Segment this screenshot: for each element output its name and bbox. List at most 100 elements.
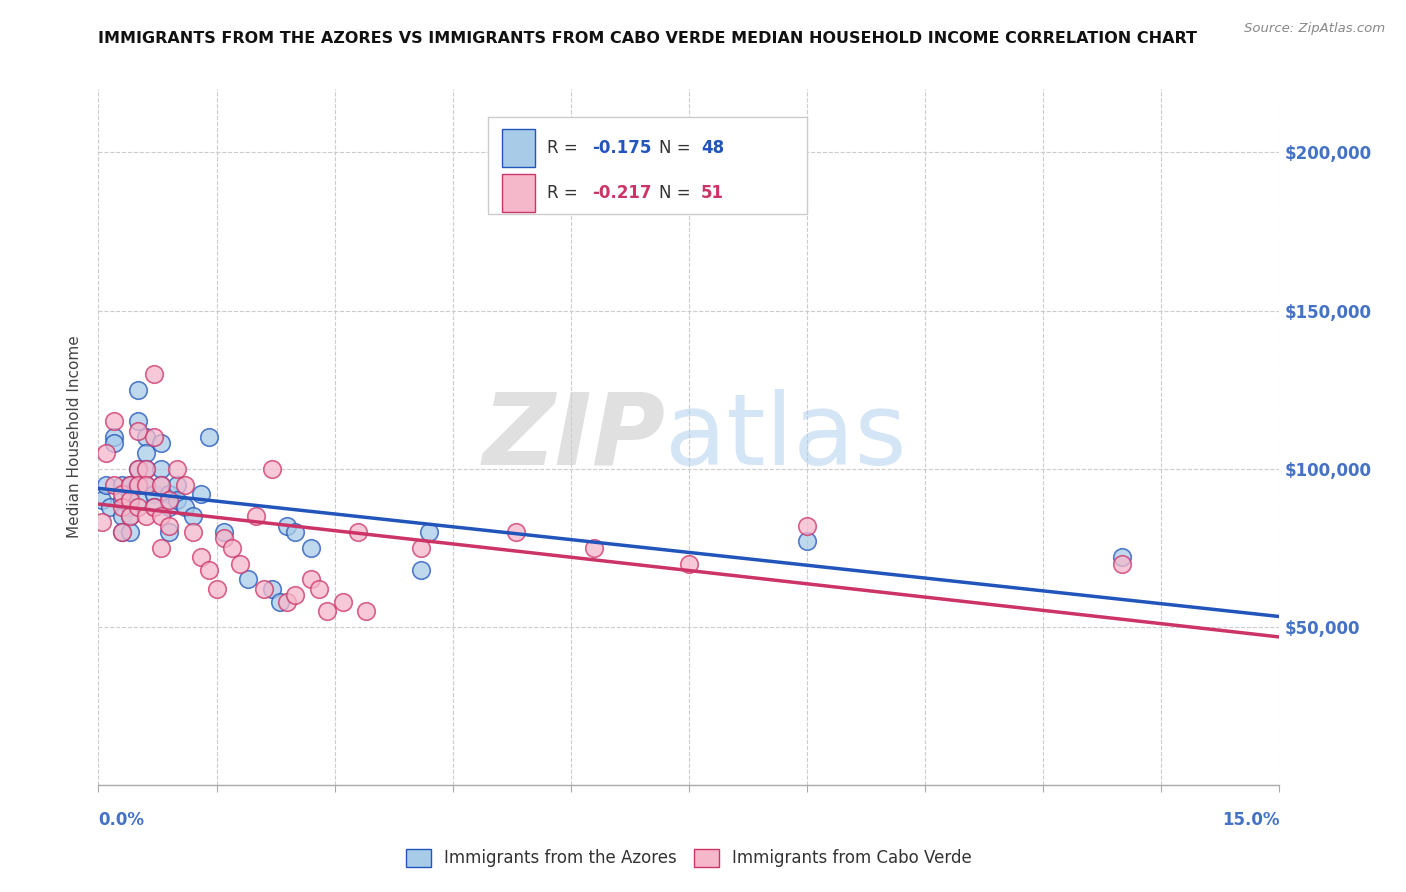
FancyBboxPatch shape	[502, 129, 536, 168]
Point	[1111, 557, 1133, 571]
Text: Source: ZipAtlas.com: Source: ZipAtlas.com	[1244, 22, 1385, 36]
Point	[205, 582, 228, 596]
Point	[118, 477, 141, 491]
Point	[197, 563, 219, 577]
Point	[103, 414, 125, 428]
Point	[150, 461, 173, 475]
Text: 15.0%: 15.0%	[1222, 811, 1279, 829]
Point	[276, 518, 298, 533]
Point	[236, 573, 259, 587]
Point	[127, 461, 149, 475]
Point	[118, 477, 141, 491]
Point	[150, 477, 173, 491]
Point	[796, 534, 818, 549]
Point	[111, 524, 134, 539]
Point	[166, 461, 188, 475]
Point	[276, 594, 298, 608]
Point	[411, 563, 433, 577]
Point	[111, 477, 134, 491]
Point	[150, 477, 173, 491]
Point	[135, 477, 157, 491]
Point	[583, 541, 606, 555]
Y-axis label: Median Household Income: Median Household Income	[67, 335, 83, 539]
Point	[142, 500, 165, 514]
Text: -0.217: -0.217	[592, 184, 651, 202]
Point	[118, 509, 141, 524]
Point	[127, 477, 149, 491]
Text: IMMIGRANTS FROM THE AZORES VS IMMIGRANTS FROM CABO VERDE MEDIAN HOUSEHOLD INCOME: IMMIGRANTS FROM THE AZORES VS IMMIGRANTS…	[98, 31, 1198, 46]
Point	[118, 487, 141, 501]
Point	[245, 509, 267, 524]
Text: atlas: atlas	[665, 389, 907, 485]
Point	[157, 524, 180, 539]
Point	[103, 430, 125, 444]
Point	[135, 509, 157, 524]
Point	[96, 477, 118, 491]
Point	[127, 383, 149, 397]
Point	[111, 500, 134, 514]
Text: 48: 48	[700, 139, 724, 157]
FancyBboxPatch shape	[488, 117, 807, 214]
Point	[269, 594, 291, 608]
Point	[174, 477, 197, 491]
Point	[284, 588, 307, 602]
Point	[299, 573, 322, 587]
Point	[181, 524, 204, 539]
Point	[135, 461, 157, 475]
Point	[260, 582, 283, 596]
Point	[796, 518, 818, 533]
Point	[1111, 550, 1133, 565]
Point	[103, 436, 125, 450]
Point	[127, 493, 149, 508]
Text: R =: R =	[547, 139, 583, 157]
Text: R =: R =	[547, 184, 583, 202]
Point	[157, 518, 180, 533]
Point	[354, 604, 377, 618]
Point	[127, 424, 149, 438]
Text: 0.0%: 0.0%	[98, 811, 145, 829]
Point	[127, 477, 149, 491]
Text: 51: 51	[700, 184, 724, 202]
Point	[127, 461, 149, 475]
Point	[299, 541, 322, 555]
Point	[127, 500, 149, 514]
Point	[332, 594, 354, 608]
Point	[118, 493, 141, 508]
Point	[157, 487, 180, 501]
Point	[284, 524, 307, 539]
Point	[181, 509, 204, 524]
Text: N =: N =	[659, 184, 696, 202]
Point	[505, 524, 527, 539]
Point	[174, 500, 197, 514]
Point	[308, 582, 330, 596]
Point	[190, 487, 212, 501]
Point	[111, 487, 134, 501]
Point	[142, 500, 165, 514]
Point	[135, 446, 157, 460]
Point	[142, 367, 165, 381]
Point	[214, 524, 236, 539]
Point	[111, 509, 134, 524]
Point	[260, 461, 283, 475]
Text: ZIP: ZIP	[482, 389, 665, 485]
Point	[411, 541, 433, 555]
Point	[347, 524, 370, 539]
Point	[142, 430, 165, 444]
Point	[229, 557, 252, 571]
Point	[214, 531, 236, 545]
Point	[135, 461, 157, 475]
Point	[142, 487, 165, 501]
Point	[118, 524, 141, 539]
Point	[150, 509, 173, 524]
Point	[166, 493, 188, 508]
Point	[166, 477, 188, 491]
Point	[190, 550, 212, 565]
Point	[118, 500, 141, 514]
Text: -0.175: -0.175	[592, 139, 651, 157]
Point	[91, 516, 114, 530]
Point	[315, 604, 337, 618]
Point	[118, 509, 141, 524]
Point	[98, 500, 121, 514]
Point	[103, 477, 125, 491]
FancyBboxPatch shape	[502, 174, 536, 212]
